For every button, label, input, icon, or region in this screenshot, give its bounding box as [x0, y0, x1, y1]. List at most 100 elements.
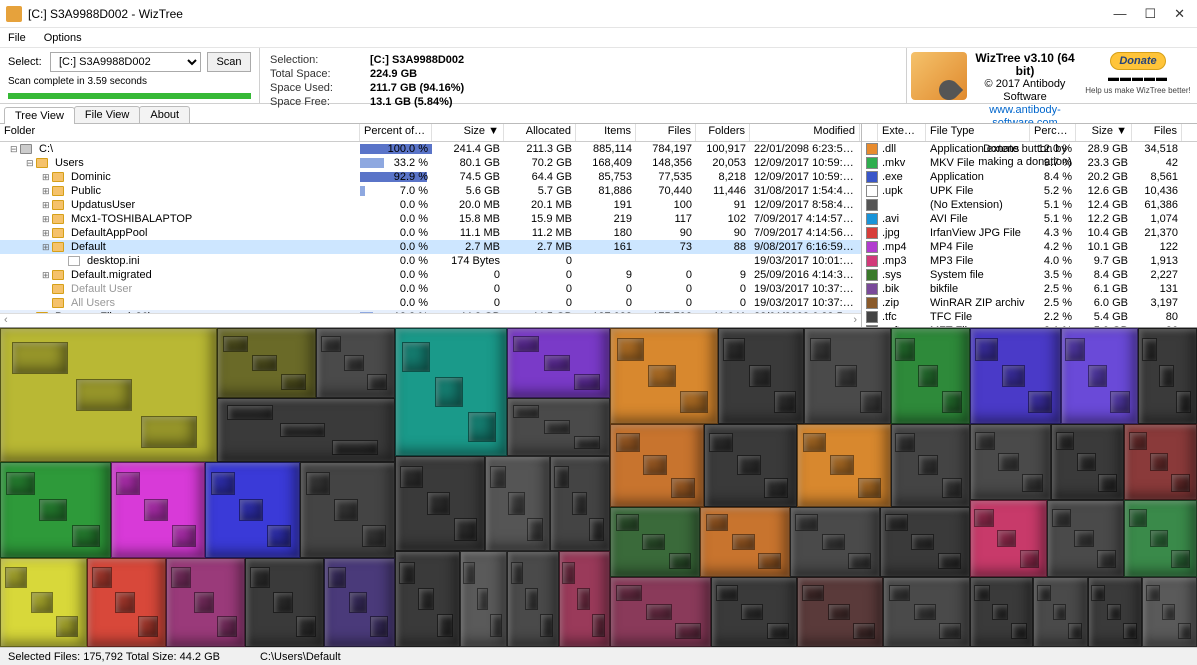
tree-row[interactable]: desktop.ini0.0 %174 Bytes019/03/2017 10:… [0, 254, 861, 268]
ext-row[interactable]: .tfcTFC File2.2 %5.4 GB80 [862, 310, 1197, 324]
ext-col-3[interactable]: Percent [1030, 124, 1076, 141]
treemap-block[interactable] [610, 328, 718, 424]
ext-col-0[interactable] [862, 124, 878, 141]
treemap-block[interactable] [610, 507, 700, 577]
ext-row[interactable]: .mp3MP3 File4.0 %9.7 GB1,913 [862, 254, 1197, 268]
treemap-block[interactable] [1124, 500, 1197, 577]
tab-about[interactable]: About [139, 106, 190, 123]
ext-header[interactable]: ExtensionFile TypePercentSize ▼Files [862, 124, 1197, 142]
expand-icon[interactable]: ⊟ [6, 144, 17, 155]
drive-select[interactable]: [C:] S3A9988D002 [50, 52, 201, 72]
ext-row[interactable]: .upkUPK File5.2 %12.6 GB10,436 [862, 184, 1197, 198]
treemap-block[interactable] [217, 398, 395, 462]
tree-row[interactable]: ⊞DefaultAppPool0.0 %11.1 MB11.2 MB180909… [0, 226, 861, 240]
scroll-left[interactable]: ‹ [4, 314, 8, 327]
treemap-block[interactable] [610, 577, 711, 647]
tree-row[interactable]: ⊞UpdatusUser0.0 %20.0 MB20.1 MB191100911… [0, 198, 861, 212]
tree-col-2[interactable]: Size ▼ [432, 124, 504, 141]
expand-icon[interactable]: ⊞ [38, 270, 49, 281]
ext-row[interactable]: .sysSystem file3.5 %8.4 GB2,227 [862, 268, 1197, 282]
ext-row[interactable]: (No Extension)5.1 %12.4 GB61,386 [862, 198, 1197, 212]
treemap-block[interactable] [205, 462, 300, 558]
ext-col-4[interactable]: Size ▼ [1076, 124, 1132, 141]
minimize-button[interactable]: — [1113, 6, 1126, 22]
treemap-block[interactable] [797, 424, 890, 507]
expand-icon[interactable]: ⊞ [38, 186, 49, 197]
treemap-block[interactable] [300, 462, 395, 558]
treemap-block[interactable] [460, 551, 507, 647]
tree-row[interactable]: ⊞Mcx1-TOSHIBALAPTOP0.0 %15.8 MB15.9 MB21… [0, 212, 861, 226]
ext-row[interactable]: .dllApplication extens12.0 %28.9 GB34,51… [862, 142, 1197, 156]
treemap-block[interactable] [970, 577, 1034, 647]
tree-col-5[interactable]: Files [636, 124, 696, 141]
treemap-block[interactable] [1061, 328, 1138, 424]
treemap-block[interactable] [970, 500, 1047, 577]
tree-row[interactable]: Default User0.0 %0000019/03/2017 10:37:2… [0, 282, 861, 296]
treemap-block[interactable] [718, 328, 804, 424]
expand-icon[interactable]: ⊞ [38, 228, 49, 239]
treemap-block[interactable] [111, 462, 206, 558]
ext-col-5[interactable]: Files [1132, 124, 1182, 141]
ext-row[interactable]: .zipWinRAR ZIP archiv2.5 %6.0 GB3,197 [862, 296, 1197, 310]
treemap[interactable] [0, 328, 1197, 647]
treemap-block[interactable] [804, 328, 890, 424]
expand-icon[interactable]: ⊞ [38, 242, 49, 253]
tree-header[interactable]: FolderPercent of ParentSize ▼AllocatedIt… [0, 124, 861, 142]
treemap-panel[interactable] [970, 328, 1197, 647]
ext-row[interactable]: .jpgIrfanView JPG File4.3 %10.4 GB21,370 [862, 226, 1197, 240]
treemap-block[interactable] [245, 558, 324, 647]
treemap-block[interactable] [0, 462, 111, 558]
treemap-block[interactable] [880, 507, 970, 577]
treemap-block[interactable] [797, 577, 883, 647]
treemap-block[interactable] [395, 551, 460, 647]
treemap-block[interactable] [891, 328, 970, 424]
treemap-block[interactable] [324, 558, 395, 647]
ext-row[interactable]: .aviAVI File5.1 %12.2 GB1,074 [862, 212, 1197, 226]
treemap-block[interactable] [1088, 577, 1143, 647]
ext-row[interactable]: .exeApplication8.4 %20.2 GB8,561 [862, 170, 1197, 184]
tree-col-6[interactable]: Folders [696, 124, 750, 141]
tree-row[interactable]: ⊞Dominic92.9 %74.5 GB64.4 GB85,75377,535… [0, 170, 861, 184]
ext-row[interactable]: .bikbikfile2.5 %6.1 GB131 [862, 282, 1197, 296]
treemap-block[interactable] [395, 328, 507, 456]
tree-col-0[interactable]: Folder [0, 124, 360, 141]
tree-row[interactable]: All Users0.0 %0000019/03/2017 10:37:29 A… [0, 296, 861, 310]
treemap-block[interactable] [704, 424, 797, 507]
treemap-block[interactable] [166, 558, 245, 647]
tree-row[interactable]: ⊞Default.migrated0.0 %0090925/09/2016 4:… [0, 268, 861, 282]
treemap-block[interactable] [0, 558, 87, 647]
tree-col-4[interactable]: Items [576, 124, 636, 141]
treemap-block[interactable] [395, 456, 485, 552]
treemap-panel[interactable] [0, 328, 395, 647]
treemap-block[interactable] [550, 456, 610, 552]
maximize-button[interactable]: ☐ [1144, 6, 1156, 22]
treemap-panel[interactable] [610, 328, 969, 647]
tab-file-view[interactable]: File View [74, 106, 140, 123]
menu-options[interactable]: Options [44, 32, 82, 44]
expand-icon[interactable]: ⊞ [38, 172, 49, 183]
tree-row[interactable]: ⊟Users33.2 %80.1 GB70.2 GB168,409148,356… [0, 156, 861, 170]
treemap-block[interactable] [316, 328, 395, 398]
treemap-block[interactable] [970, 328, 1061, 424]
treemap-block[interactable] [1142, 577, 1197, 647]
tree-row[interactable]: ⊞Public7.0 %5.6 GB5.7 GB81,88670,44011,4… [0, 184, 861, 198]
treemap-block[interactable] [711, 577, 797, 647]
tab-tree-view[interactable]: Tree View [4, 107, 75, 124]
treemap-block[interactable] [485, 456, 550, 552]
menu-file[interactable]: File [8, 32, 26, 44]
tree-col-3[interactable]: Allocated [504, 124, 576, 141]
treemap-block[interactable] [1033, 577, 1088, 647]
tree-row[interactable]: ⊟C:\100.0 %241.4 GB211.3 GB885,114784,19… [0, 142, 861, 156]
treemap-block[interactable] [0, 328, 217, 462]
expand-icon[interactable]: ⊞ [38, 214, 49, 225]
treemap-block[interactable] [559, 551, 611, 647]
ext-row[interactable]: .mftMFT File2.1 %5.0 GB26 [862, 324, 1197, 327]
treemap-block[interactable] [700, 507, 790, 577]
treemap-block[interactable] [891, 424, 970, 507]
ext-row[interactable]: .mkvMKV File9.7 %23.3 GB42 [862, 156, 1197, 170]
treemap-block[interactable] [970, 424, 1052, 501]
treemap-block[interactable] [1051, 424, 1124, 501]
expand-icon[interactable]: ⊟ [22, 158, 33, 169]
treemap-block[interactable] [1124, 424, 1197, 501]
scroll-right[interactable]: › [853, 314, 857, 327]
